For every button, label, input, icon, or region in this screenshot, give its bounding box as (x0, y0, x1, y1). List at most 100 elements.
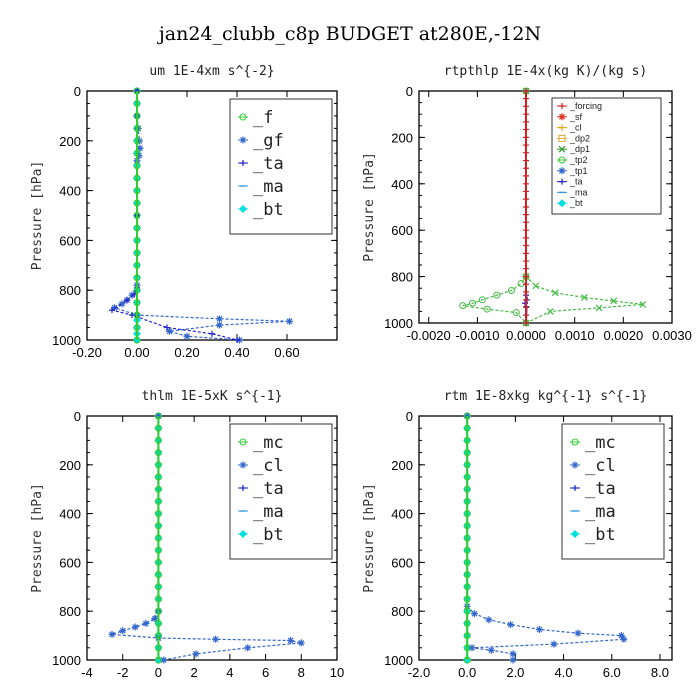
chart-panel-1: um 1E-4xm s^{-2} Pressure [hPa] 0 200 400 600… (30, 64, 338, 360)
data-point-_mc (154, 534, 162, 542)
y-tick-label: 400 (391, 177, 413, 192)
legend-label: _sf (569, 112, 583, 122)
y-tick-label: 200 (59, 134, 81, 149)
x-tick-label: 2.0 (506, 665, 524, 680)
data-point-_f (133, 99, 141, 107)
data-point-_f (133, 249, 141, 257)
legend-label: _ma (569, 187, 588, 197)
data-point-_f (133, 162, 141, 170)
legend-label: _dp1 (569, 144, 590, 154)
data-point-_mc (154, 449, 162, 457)
data-point-_mc (463, 607, 471, 615)
data-point-_cl (142, 619, 150, 627)
data-point-_ta (109, 307, 115, 314)
data-point-_forcing (523, 258, 530, 265)
data-point-_tp2 (459, 302, 467, 310)
y-axis-label: Pressure [hPa] (362, 483, 377, 593)
x-tick-label: -2.0 (408, 665, 430, 680)
data-point-_f (133, 236, 141, 244)
y-tick-label: 1000 (384, 316, 413, 331)
y-tick-label: 600 (59, 555, 81, 570)
data-point-_dp1 (551, 289, 559, 297)
legend-label: _cl (569, 123, 582, 133)
x-tick-label: 4 (226, 665, 233, 680)
data-point-_tp2 (512, 309, 520, 317)
data-point-_dp1 (610, 297, 618, 305)
data-point-_forcing (523, 103, 530, 110)
x-tick-label: 6.0 (603, 665, 621, 680)
legend-label: _ta (253, 479, 284, 499)
data-point-_gf (136, 144, 144, 152)
x-tick-label: 8.0 (651, 665, 669, 680)
legend-label: _dp2 (569, 133, 590, 143)
data-point-_cl (244, 644, 252, 652)
legend-label: _bt (253, 525, 284, 545)
legend-label: _forcing (569, 101, 602, 111)
y-tick-label: 400 (59, 184, 81, 199)
data-point-_cl (131, 623, 139, 631)
data-point-_cl (212, 635, 220, 643)
data-point-_dp1 (639, 301, 647, 308)
data-point-_gf (286, 317, 293, 325)
y-tick-label: 400 (59, 507, 81, 522)
legend-label: _ma (585, 502, 616, 522)
legend-label: _tp1 (569, 166, 588, 176)
data-point-_mc (463, 449, 471, 457)
data-point-_tp2 (469, 299, 477, 307)
data-point-_mc (154, 558, 162, 566)
data-point-_f (133, 174, 141, 182)
legend-box (229, 98, 333, 235)
data-point-_cl (620, 635, 628, 643)
x-tick-label: 0.00 (124, 345, 149, 360)
data-point-_cl (119, 627, 127, 635)
y-tick-label: 800 (391, 604, 413, 619)
data-point-_mc (463, 619, 471, 627)
y-tick-label: 0 (406, 84, 413, 99)
data-point-_dp1 (546, 307, 554, 315)
legend-label: _cl (253, 456, 284, 476)
x-tick-label: -0.20 (72, 345, 102, 360)
data-point-_forcing (523, 149, 530, 156)
data-point-_mc (463, 583, 471, 591)
y-tick-label: 600 (391, 555, 413, 570)
data-point-_gf (118, 300, 126, 308)
data-point-_mc (154, 485, 162, 493)
data-point-_mc (463, 412, 471, 420)
y-tick-label: 600 (59, 233, 81, 248)
y-tick-label: 800 (391, 270, 413, 285)
data-point-_cl (192, 650, 200, 658)
data-point-_forcing (523, 88, 530, 94)
data-point-_mc (154, 583, 162, 591)
x-tick-label: 0 (155, 665, 162, 680)
data-point-_f (133, 199, 141, 207)
y-tick-label: 600 (391, 223, 413, 238)
data-point-_forcing (523, 134, 530, 141)
legend-label: _ma (253, 502, 284, 522)
data-point-_forcing (523, 234, 530, 241)
data-point-_mc (154, 595, 162, 603)
legend-label: _mc (585, 433, 616, 453)
data-point-_ta (164, 324, 170, 331)
data-point-_cl (574, 629, 582, 637)
data-point-_mc (463, 510, 471, 518)
x-tick-label: 0.0 (458, 665, 476, 680)
data-point-_f (133, 137, 141, 145)
y-tick-label: 0 (74, 409, 81, 424)
data-point-_mc (463, 424, 471, 432)
data-point-_f (133, 124, 141, 132)
legend-label: _ta (585, 479, 616, 499)
data-point-_tp2 (483, 305, 491, 313)
data-point-_f (133, 224, 141, 232)
data-point-_f (133, 187, 141, 195)
data-point-_gf (216, 315, 223, 323)
data-point-_forcing (523, 172, 530, 179)
data-point-_cl (485, 616, 493, 624)
data-point-_mc (463, 632, 471, 640)
legend-label: _ma (253, 177, 284, 197)
data-point-_forcing (523, 118, 530, 125)
data-point-_mc (463, 571, 471, 579)
data-point-_forcing (523, 250, 530, 257)
data-point-_cl (617, 632, 625, 640)
data-point-_gf (216, 321, 223, 329)
panel-title: um 1E-4xm s^{-2} (149, 64, 274, 79)
